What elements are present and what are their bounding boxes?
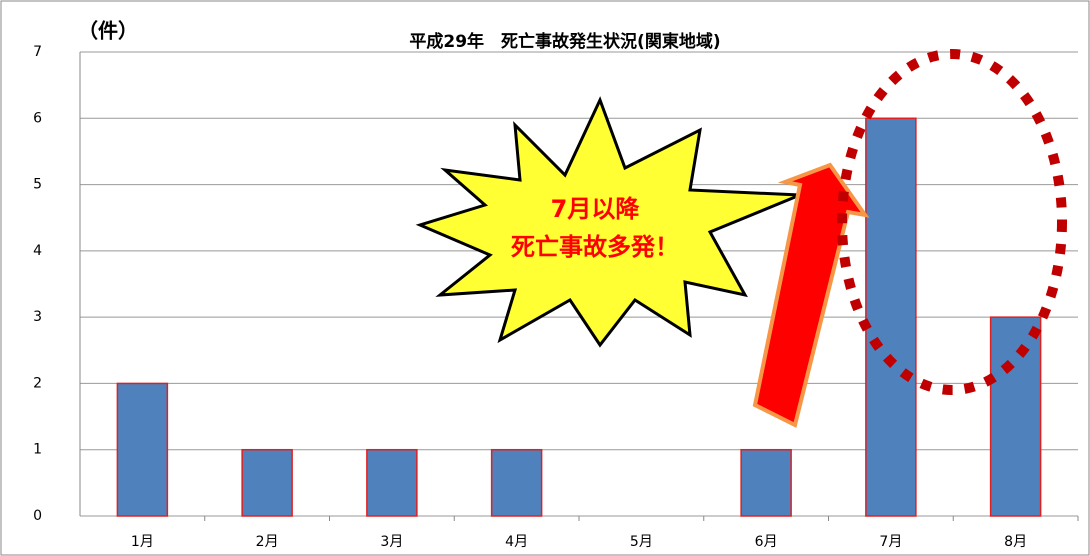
bar bbox=[865, 117, 917, 517]
y-tick-label: 3 bbox=[33, 309, 42, 325]
bar bbox=[740, 448, 792, 517]
x-tick-label: 3月 bbox=[380, 534, 403, 550]
y-tick-label: 1 bbox=[33, 442, 42, 458]
chart-title: 平成29年 死亡事故発生状況(関東地域) bbox=[409, 31, 720, 52]
x-tick-label: 8月 bbox=[1004, 534, 1027, 550]
bar bbox=[116, 382, 169, 517]
y-tick-label: 6 bbox=[33, 110, 42, 126]
y-axis-label: （件） bbox=[78, 19, 138, 43]
annotation-group: 7月以降 死亡事故多発！ bbox=[415, 49, 1067, 428]
y-tick-label: 2 bbox=[33, 375, 42, 391]
annotation: 死亡事故多発！ bbox=[511, 233, 679, 261]
starburst bbox=[415, 96, 801, 348]
bar bbox=[989, 316, 1042, 517]
x-tick-label: 1月 bbox=[131, 534, 154, 550]
x-tick-label: 6月 bbox=[755, 534, 778, 550]
x-tick-label: 2月 bbox=[256, 534, 279, 550]
annotation: 7月以降 bbox=[551, 195, 641, 223]
bar bbox=[241, 448, 293, 517]
y-tick-label: 5 bbox=[33, 177, 42, 193]
x-tick-label: 7月 bbox=[879, 534, 902, 550]
plot: 0 1 2 3 4 5 6 7 1月 2月 3月 4月 5月 6月 7月 8月 bbox=[33, 44, 1079, 550]
arrow bbox=[752, 162, 870, 428]
bar bbox=[490, 448, 543, 517]
y-tick-label: 7 bbox=[33, 44, 42, 60]
x-tick-label: 4月 bbox=[505, 534, 528, 550]
bar bbox=[366, 448, 418, 517]
y-tick-label: 4 bbox=[33, 243, 42, 259]
highlight-ellipse bbox=[837, 49, 1067, 395]
x-tick-label: 5月 bbox=[630, 534, 653, 550]
y-tick-label: 0 bbox=[33, 508, 42, 524]
